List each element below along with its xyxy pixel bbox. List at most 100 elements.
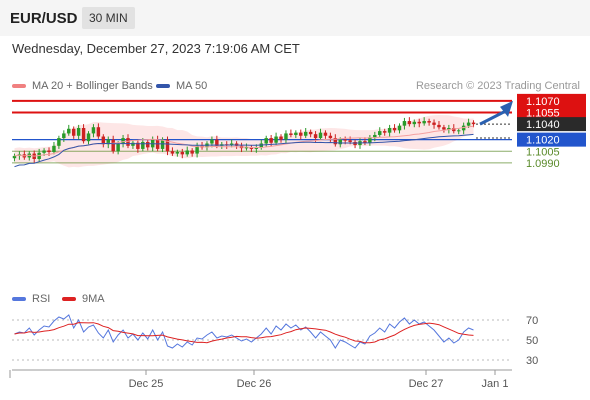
copyright-text: Research © 2023 Trading Central: [415, 80, 580, 92]
legend-rsi-swatch: [12, 297, 26, 302]
candle-body: [215, 139, 219, 146]
rsi-level-label: 70: [526, 315, 538, 327]
candle-body: [81, 128, 86, 142]
candle-body: [318, 132, 323, 139]
bollinger-band-area: [14, 115, 474, 168]
candle-body: [170, 151, 175, 154]
rsi-9ma-line: [14, 322, 474, 344]
candle-body: [437, 124, 441, 128]
candle-body: [76, 128, 81, 136]
level-label-support: 1.1020: [526, 135, 560, 147]
candle-body: [323, 132, 328, 136]
legend-9ma-label: 9MA: [82, 293, 105, 305]
candle-body: [456, 130, 461, 132]
candle-body: [373, 134, 377, 138]
legend-ma20: MA 20 + Bollinger Bands: [12, 80, 153, 92]
candle-body: [136, 142, 140, 149]
candle-body: [466, 122, 471, 126]
top-bar: EUR/USD 30 MIN: [0, 0, 590, 36]
last-price-label: 1.1040: [526, 119, 560, 131]
candle-body: [269, 138, 273, 143]
level-label-resistance: 1.1055: [526, 108, 560, 120]
candle-body: [185, 150, 189, 155]
candle-body: [397, 125, 402, 131]
candle-body: [279, 136, 283, 140]
candle-body: [91, 127, 96, 134]
candle-body: [264, 138, 268, 144]
candle-body: [67, 128, 71, 134]
candle-body: [392, 128, 397, 131]
candle-body: [141, 141, 145, 149]
rsi-line: [14, 314, 474, 349]
candle-body: [284, 133, 288, 140]
ma50-line: [14, 133, 474, 168]
candle-body: [343, 139, 347, 141]
candle-body: [116, 143, 120, 152]
candle-body: [131, 142, 135, 146]
candle-body: [402, 121, 407, 126]
candle-body: [422, 121, 426, 124]
legend-ma50: MA 50: [156, 80, 207, 92]
legend-ma20-label: MA 20 + Bollinger Bands: [32, 80, 153, 92]
x-axis-tick-label: Jan 1: [482, 378, 509, 390]
forecast-arrow-line: [479, 109, 507, 126]
rsi-level-label: 30: [526, 355, 538, 367]
candle-body: [210, 139, 214, 144]
candle-body: [274, 136, 278, 143]
candle-body: [442, 127, 446, 130]
level-label-box-resistance: [517, 93, 586, 108]
candle-body: [333, 138, 338, 145]
candle-body: [378, 131, 382, 135]
symbol-title: EUR/USD: [10, 10, 78, 27]
candle-body: [165, 139, 170, 152]
candle-body: [86, 133, 91, 142]
candle-body: [249, 147, 254, 149]
candle-body: [348, 140, 352, 142]
candle-body: [299, 132, 303, 136]
level-label-target: 1.1005: [526, 146, 560, 158]
candle-body: [47, 150, 51, 153]
candle-body: [471, 122, 476, 125]
candle-body: [328, 135, 333, 139]
candle-body: [175, 152, 180, 154]
rsi-level-label: 50: [526, 335, 538, 347]
legend-9ma: 9MA: [62, 293, 105, 305]
x-axis-tick-label: Dec 25: [129, 378, 164, 390]
candle-body: [244, 147, 249, 149]
candle-body: [146, 141, 150, 148]
candle-body: [432, 122, 436, 125]
candle-body: [126, 138, 130, 146]
candle-body: [57, 138, 61, 146]
candle-body: [412, 121, 417, 125]
legend-rsi-label: RSI: [32, 293, 51, 305]
level-label-box-resistance: [517, 105, 586, 120]
candle-body: [363, 141, 367, 143]
candle-body: [294, 132, 298, 135]
interval-badge[interactable]: 30 MIN: [82, 7, 135, 29]
candle-body: [101, 136, 106, 145]
legend-9ma-swatch: [62, 297, 76, 302]
last-price-label-box: [517, 117, 586, 132]
candle-body: [289, 133, 293, 135]
legend-ma20-swatch: [12, 84, 26, 89]
datetime-label: Wednesday, December 27, 2023 7:19:06 AM …: [12, 41, 300, 56]
candle-body: [452, 128, 456, 132]
candle-body: [71, 128, 76, 136]
candle-body: [42, 150, 46, 153]
candle-body: [313, 134, 318, 139]
x-axis-tick-label: Dec 26: [237, 378, 272, 390]
candle-body: [96, 127, 101, 137]
candle-body: [180, 152, 185, 155]
candle-body: [160, 139, 165, 149]
candle-body: [303, 131, 308, 136]
level-label-resistance: 1.1070: [526, 96, 560, 108]
candle-body: [12, 155, 17, 159]
candle-body: [368, 137, 372, 143]
forecast-arrow-head: [500, 100, 513, 117]
candle-body: [62, 133, 66, 139]
legend-ma50-label: MA 50: [176, 80, 208, 92]
legend-rsi: RSI: [12, 293, 50, 305]
candle-body: [382, 131, 387, 133]
